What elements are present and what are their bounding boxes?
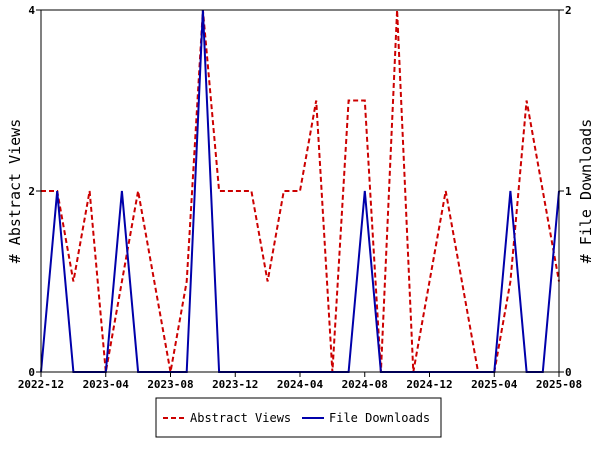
y-right-tick-label: 2: [565, 4, 572, 17]
x-tick-label: 2023-12: [212, 378, 258, 391]
series-line-file-downloads: [40, 9, 560, 373]
legend-box: [155, 397, 442, 438]
x-tick-label: 2023-04: [83, 378, 130, 391]
y-axis-right-title: # File Downloads: [577, 119, 595, 264]
y-axis-left-title: # Abstract Views: [6, 119, 24, 264]
x-tick-label: 2022-12: [18, 378, 64, 391]
y-left-tick-label: 4: [28, 4, 35, 17]
series-line-abstract-views: [41, 9, 560, 373]
plot-frame: [40, 9, 560, 373]
legend-label-file-downloads: File Downloads: [329, 411, 430, 425]
plot-area: 2022-12 2023-04 2023-08 2023-12 2024-04 2024-…: [18, 4, 582, 391]
y-right-tick-label: 0: [565, 366, 572, 379]
y-right-tick-label: 1: [565, 185, 572, 198]
x-tick-label: 2024-08: [342, 378, 388, 391]
legend: Abstract Views File Downloads: [155, 397, 442, 438]
y-left-tick-label: 2: [28, 185, 35, 198]
y-left-tick-label: 0: [28, 366, 35, 379]
x-tick-label: 2024-04: [277, 378, 324, 391]
x-tick-label: 2025-04: [471, 378, 518, 391]
x-tick-label: 2024-12: [406, 378, 452, 391]
legend-label-abstract-views: Abstract Views: [190, 411, 291, 425]
x-tick-label: 2023-08: [147, 378, 193, 391]
x-tick-label: 2025-08: [536, 378, 582, 391]
